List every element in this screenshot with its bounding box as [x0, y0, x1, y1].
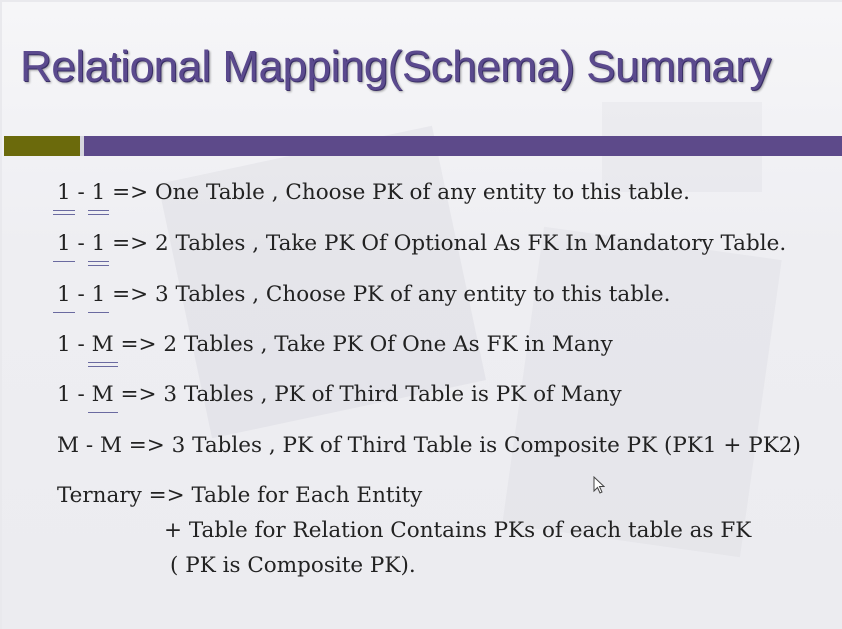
rule-one-to-one-mandatory: 1 - 1 => One Table , Choose PK of any en…	[53, 180, 690, 215]
rule-text: => 3 Tables , PK of Third Table is PK of…	[113, 382, 622, 407]
rule-text: => 2 Tables , Take PK Of Optional As FK …	[105, 231, 787, 256]
cardinality-right: 1	[87, 180, 109, 215]
cardinality-separator: -	[70, 282, 92, 307]
title-divider-gap	[80, 136, 84, 156]
rule-one-to-many-mandatory: 1 - M => 2 Tables , Take PK Of One As FK…	[57, 332, 613, 367]
rule-text: => One Table , Choose PK of any entity t…	[105, 180, 690, 205]
cardinality-separator: -	[70, 332, 92, 357]
cardinality-left: 1	[53, 231, 75, 262]
cardinality-left: 1	[53, 282, 75, 313]
rule-text: => 2 Tables , Take PK Of One As FK in Ma…	[113, 332, 613, 357]
rule-text: => 3 Tables , Choose PK of any entity to…	[105, 282, 671, 307]
rule-one-to-one-optional: 1 - 1 => 2 Tables , Take PK Of Optional …	[53, 231, 787, 266]
cardinality-right: M	[87, 382, 118, 413]
cardinality-right: M	[87, 332, 118, 367]
cardinality-left: 1	[57, 332, 71, 357]
cardinality-separator: -	[70, 180, 92, 205]
title-divider-left	[4, 136, 80, 156]
cardinality-right: 1	[87, 282, 109, 313]
cardinality-separator: -	[70, 231, 92, 256]
rule-one-to-one-both-optional: 1 - 1 => 3 Tables , Choose PK of any ent…	[53, 282, 671, 313]
ternary-line-3: ( PK is Composite PK).	[170, 553, 416, 578]
ternary-line-1: Ternary => Table for Each Entity	[57, 483, 423, 508]
title-divider-right	[84, 136, 842, 156]
ternary-line-2: + Table for Relation Contains PKs of eac…	[164, 518, 752, 543]
rule-many-to-many: M - M => 3 Tables , PK of Third Table is…	[57, 433, 801, 458]
mouse-pointer-icon	[593, 476, 605, 494]
slide-title: Relational Mapping(Schema) Summary	[20, 42, 771, 91]
cardinality-separator: -	[70, 382, 92, 407]
cardinality-left: 1	[53, 180, 75, 215]
cardinality-left: 1	[57, 382, 71, 407]
cardinality-right: 1	[87, 231, 109, 266]
rule-one-to-many-optional: 1 - M => 3 Tables , PK of Third Table is…	[57, 382, 622, 413]
